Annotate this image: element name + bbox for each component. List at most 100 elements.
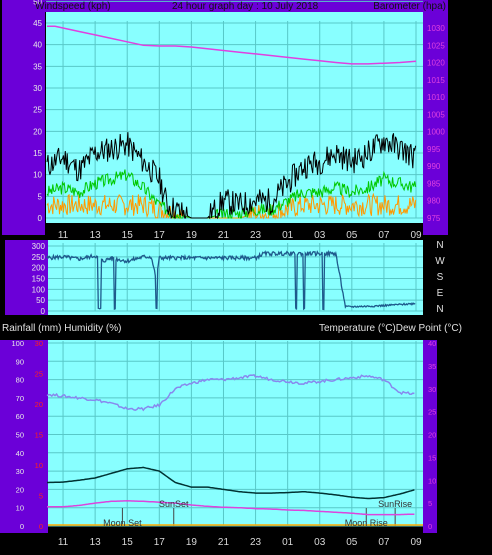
barometer-y-tick: 1010: [427, 93, 445, 102]
rainfall-y-tick: 30: [35, 339, 43, 348]
wind-y-tick: 15: [33, 149, 42, 158]
wind-y-tick: 10: [33, 171, 42, 180]
temperature-y-tick: 25: [428, 408, 436, 417]
bottom-right-black-strip: [437, 340, 492, 533]
compass-label: S: [437, 272, 444, 283]
astro-marker-label: Moon Set: [103, 518, 142, 528]
wind-y-tick: 20: [33, 127, 42, 136]
barometer-y-tick: 1015: [427, 76, 445, 85]
barometer-y-tick: 1000: [427, 128, 445, 137]
astro-marker-label: SunRise: [378, 499, 412, 509]
barometer-y-tick: 995: [427, 145, 441, 154]
x-tick-label: 13: [90, 537, 102, 548]
humidity-y-tick: 50: [16, 431, 24, 440]
compass-label: N: [436, 304, 443, 315]
barometer-y-tick: 985: [427, 179, 441, 188]
x-tick-label: 19: [186, 230, 198, 241]
climate-series-line: [47, 500, 415, 516]
x-tick-label: 03: [314, 537, 326, 548]
climate-series-line: [46, 373, 415, 412]
x-tick-label: 13: [90, 230, 102, 241]
humidity-y-tick: 90: [16, 357, 24, 366]
wind-y-tick: 50: [33, 0, 42, 6]
rainfall-y-tick: 25: [35, 370, 43, 379]
barometer-y-tick: 1005: [427, 110, 445, 119]
tick-labels: 1111131315151717191921212323010103030505…: [11, 0, 445, 548]
x-tick-label: 09: [410, 537, 422, 548]
x-tick-label: 15: [122, 537, 134, 548]
x-tick-label: 19: [186, 537, 198, 548]
astro-marker-label: SunSet: [159, 499, 189, 509]
wind-y-tick: 40: [33, 41, 42, 50]
series-lines: [46, 25, 423, 526]
x-tick-label: 07: [378, 537, 390, 548]
barometer-y-tick: 1030: [427, 24, 445, 33]
wind-y-tick: 30: [33, 84, 42, 93]
bottom-right-axis-panel: [423, 340, 438, 533]
direction-line: [46, 249, 416, 311]
temperature-y-tick: 35: [428, 362, 436, 371]
wind-y-tick: 5: [38, 192, 43, 201]
bottom-left-axis-panel: [0, 340, 48, 533]
direction-y-tick: 100: [32, 285, 46, 294]
temperature-y-tick: 5: [428, 499, 432, 508]
windspeed-axis-title: Windspeed (kph): [35, 1, 111, 12]
humidity-y-tick: 40: [16, 449, 24, 458]
humidity-y-tick: 70: [16, 394, 24, 403]
top-left-axis-panel: [2, 0, 45, 235]
direction-y-tick: 200: [32, 264, 46, 273]
rainfall-y-tick: 20: [35, 400, 43, 409]
direction-plot-area: [48, 240, 423, 315]
barometer-y-tick: 975: [427, 214, 441, 223]
rainfall-humidity-axis-title: Rainfall (mm) Humidity (%): [2, 323, 121, 334]
rainfall-y-tick: 5: [39, 492, 43, 501]
humidity-y-tick: 80: [16, 376, 24, 385]
x-tick-label: 21: [218, 230, 230, 241]
x-tick-label: 21: [218, 537, 230, 548]
temperature-plot-area: [48, 340, 423, 526]
climate-series-line: [47, 466, 415, 500]
wind-series-line: [46, 169, 417, 219]
direction-left-axis-panel: [5, 240, 48, 315]
x-tick-label: 11: [58, 537, 69, 548]
top-header-bar: [2, 0, 448, 12]
direction-y-tick: 0: [41, 307, 46, 316]
wind-plot-area: [46, 12, 423, 223]
rainfall-y-tick: 0: [39, 522, 43, 531]
wind-y-tick: 45: [33, 19, 42, 28]
x-tick-label: 07: [378, 230, 390, 241]
wind-y-tick: 35: [33, 62, 42, 71]
barometer-axis-title: Barometer (hpa): [373, 1, 446, 12]
temperature-y-tick: 20: [428, 431, 436, 440]
x-tick-label: 23: [250, 537, 262, 548]
temperature-y-tick: 0: [428, 522, 432, 531]
rainfall-y-tick: 15: [35, 431, 43, 440]
humidity-y-tick: 60: [16, 412, 24, 421]
x-tick-label: 11: [58, 230, 69, 241]
humidity-y-tick: 0: [20, 522, 24, 531]
graph-title: 24 hour graph day : 10 July 2018: [172, 1, 319, 12]
wind-y-tick: 0: [38, 214, 43, 223]
wind-series-line: [46, 132, 417, 220]
compass-label: E: [437, 288, 444, 299]
x-tick-label: 05: [346, 230, 358, 241]
wind-y-tick: 25: [33, 106, 42, 115]
x-tick-label: 09: [410, 230, 422, 241]
x-tick-label: 01: [282, 230, 294, 241]
x-tick-label: 05: [346, 537, 358, 548]
direction-y-tick: 250: [32, 253, 46, 262]
barometer-y-tick: 990: [427, 162, 441, 171]
temperature-y-tick: 10: [428, 476, 436, 485]
astro-marker-label: Moon Rise: [345, 518, 388, 528]
direction-y-tick: 300: [32, 242, 46, 251]
temperature-dewpoint-axis-title: Temperature (°C)Dew Point (°C): [319, 323, 462, 334]
barometer-y-tick: 1025: [427, 41, 445, 50]
temperature-y-tick: 15: [428, 453, 436, 462]
x-tick-label: 23: [250, 230, 262, 241]
direction-y-tick: 150: [32, 275, 46, 284]
x-tick-label: 17: [154, 230, 166, 241]
x-tick-label: 03: [314, 230, 326, 241]
rainfall-y-tick: 10: [35, 461, 43, 470]
